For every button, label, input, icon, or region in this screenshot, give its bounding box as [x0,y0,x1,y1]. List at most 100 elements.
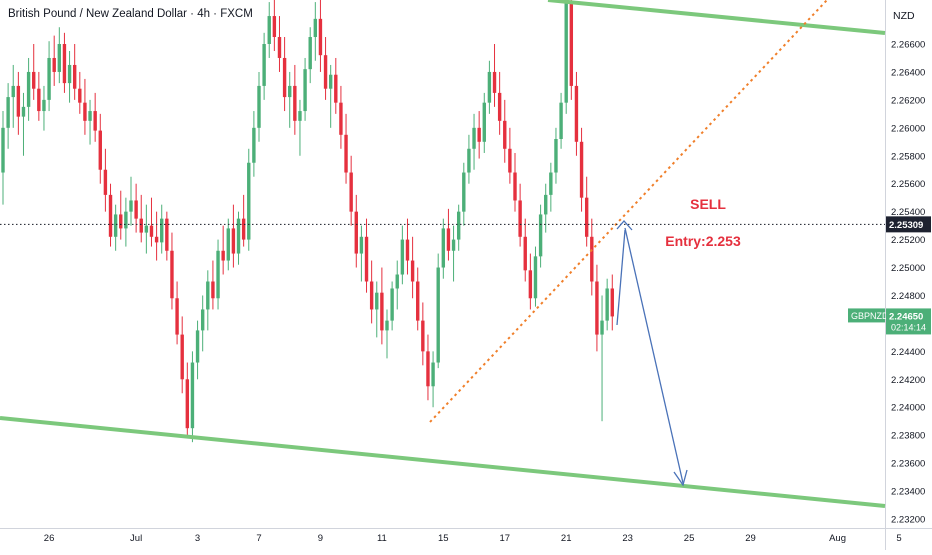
candle-body [78,88,82,103]
candle-body [533,256,538,299]
candle-body [57,44,62,72]
candle-body [359,236,364,254]
time-tick-label: 15 [438,533,449,544]
candle-body [354,211,358,254]
time-tick-label: 7 [256,533,261,544]
time-tick-label: Jul [130,533,142,544]
candle-body [236,218,241,254]
price-tick-label: 2.23800 [891,431,925,442]
candle-body [610,288,614,317]
candle-body [344,134,348,173]
candle-body [113,214,118,237]
last-price-tag [886,308,931,335]
candle-body [1,127,5,173]
candle-body [72,64,77,89]
candle-body [400,239,405,275]
candle-body [590,236,594,282]
candle-body [211,281,215,299]
candle-body [134,200,138,219]
candle-body [124,211,128,229]
candle-body [559,102,563,139]
candle-body [395,274,399,289]
drawing-overlays [0,0,886,508]
currency-label[interactable]: NZD [893,10,915,22]
candle-body [175,298,179,335]
candle-body [119,214,123,229]
time-tick-label: 21 [561,533,572,544]
price-tick-label: 2.23600 [891,459,925,470]
current-price-tag-text: 2.25309 [889,220,923,231]
candle-body [390,288,394,321]
candle-body [518,200,522,237]
candlestick-series [1,0,614,443]
candle-body [11,85,15,98]
candle-body [262,44,266,86]
candle-body [32,71,36,89]
candle-body [405,239,410,261]
candle-body [298,111,302,121]
price-axis-ticks: 2.26600 2.26400 2.26200 2.26000 2.25800 2.256… [891,40,925,526]
price-tick-label: 2.24200 [891,375,925,386]
price-tick-label: 2.26200 [891,95,925,106]
candle-body [149,225,154,237]
entry-label: Entry:2.253 [665,233,741,249]
candle-body [369,281,374,310]
candle-body [446,228,451,251]
candle-body [549,172,553,195]
price-axis-background[interactable] [885,0,932,550]
price-tick-label: 2.23200 [891,515,925,526]
chart-title: British Pound / New Zealand Dollar · 4h … [8,8,253,20]
price-tick-label: 2.26600 [891,40,925,51]
last-price-tag-text: 2.24650 [889,311,923,322]
candle-body [544,194,548,215]
candle-body [564,2,568,103]
candle-body [308,37,312,70]
candle-body [538,214,543,257]
candle-body [472,127,476,149]
candle-body [47,57,51,100]
candle-body [569,2,574,86]
candle-body [318,18,323,56]
candle-body [139,218,143,233]
candle-body [195,330,200,363]
candle-body [170,250,174,299]
candle-body [339,102,343,135]
candle-body [231,228,236,254]
candle-body [241,218,246,240]
time-axis-ticks: 26 Jul 3 7 9 11 15 17 21 23 25 29 Aug 5 [44,533,902,544]
current-price-tag [886,216,931,233]
candle-body [267,16,271,44]
candle-body [180,334,184,380]
time-tick-label: 26 [44,533,55,544]
arrow-head-down [673,469,688,487]
candle-body [144,225,149,233]
time-tick-label: 29 [745,533,756,544]
candle-body [334,74,338,103]
time-tick-label: 5 [896,533,901,544]
candle-body [93,111,97,131]
candle-body [503,120,507,149]
candle-body [88,111,92,121]
candle-body [323,55,328,89]
candle-body [247,162,251,240]
symbol-tag-text: GBPNZD [851,311,889,321]
time-tick-label: Aug [829,533,846,544]
candle-body [257,85,261,128]
candle-body [226,228,230,261]
candle-body [277,37,282,58]
candle-body [200,309,205,331]
candle-body [129,200,133,212]
candle-body [252,127,256,163]
price-tick-label: 2.25400 [891,207,925,218]
candle-body [579,141,584,198]
upper-channel-line [547,0,886,35]
candle-countdown-text: 02:14:14 [891,322,926,332]
time-tick-label: 17 [499,533,510,544]
price-tick-label: 2.25600 [891,179,925,190]
price-tick-label: 2.26400 [891,67,925,78]
time-tick-label: 9 [318,533,323,544]
candle-body [492,71,497,93]
candle-body [410,260,415,282]
